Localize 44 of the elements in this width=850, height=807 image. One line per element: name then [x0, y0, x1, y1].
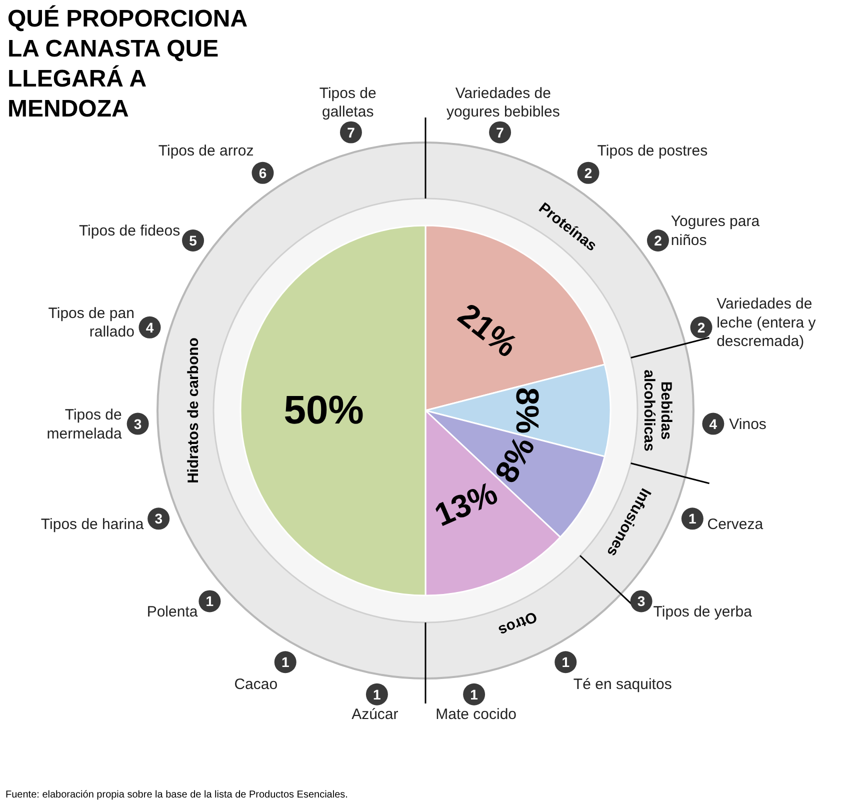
text: 1 [281, 654, 290, 670]
text: 7 [496, 124, 504, 140]
text: 3 [637, 593, 646, 610]
text: 6 [258, 164, 267, 181]
text: Tipos de galletas [319, 85, 376, 121]
data-label: 8% [509, 387, 546, 434]
text: 1 [470, 686, 478, 702]
text: Polenta [146, 603, 198, 620]
text: Mate cocido [436, 706, 517, 724]
text: 2 [584, 164, 592, 181]
text: 2 [697, 319, 706, 336]
data-label: 21% [452, 296, 524, 364]
text: 7 [347, 124, 356, 140]
text: 1 [688, 510, 697, 527]
text: Tipos de fideos [78, 222, 180, 240]
source-note: Fuente: elaboración propia sobre la base de la lista de Productos Esenciales. [6, 790, 348, 800]
text: 5 [189, 232, 198, 248]
text: Variedades de leche (entera y descremada) [716, 296, 816, 350]
slice-label: Otros [496, 608, 540, 640]
text: 1 [562, 654, 570, 670]
text: 3 [134, 416, 142, 432]
text: Cerveza [707, 516, 764, 534]
data-label: 50% [284, 388, 364, 432]
text: Té en saquitos [573, 676, 672, 694]
text: 1 [373, 686, 382, 702]
text: 1 [206, 593, 214, 610]
text: Variedades de yogures bebibles [446, 85, 560, 121]
chart-title: QUÉ PROPORCIONA LA CANASTA QUE LLEGARÁ A MENDOZA [8, 4, 248, 122]
text: Tipos de yerba [653, 603, 753, 620]
text: Vinos [729, 416, 766, 434]
text: 4 [146, 319, 154, 336]
text: Tipos de arroz [158, 142, 254, 160]
text: 4 [709, 416, 718, 432]
slice-label: Bebidas alcohólicas [640, 370, 674, 452]
text: Azúcar [352, 706, 398, 724]
slice-label: Hidratos de carbono [185, 338, 202, 484]
text: 3 [154, 510, 163, 527]
text: Cacao [234, 676, 278, 694]
text: Tipos de postres [597, 142, 708, 160]
text: Tipos de mermelada [46, 406, 122, 442]
text: Yogures para niños [670, 213, 760, 249]
text: 2 [654, 232, 662, 248]
text: Tipos de pan rallado [48, 304, 134, 341]
text: Tipos de harina [40, 516, 144, 534]
